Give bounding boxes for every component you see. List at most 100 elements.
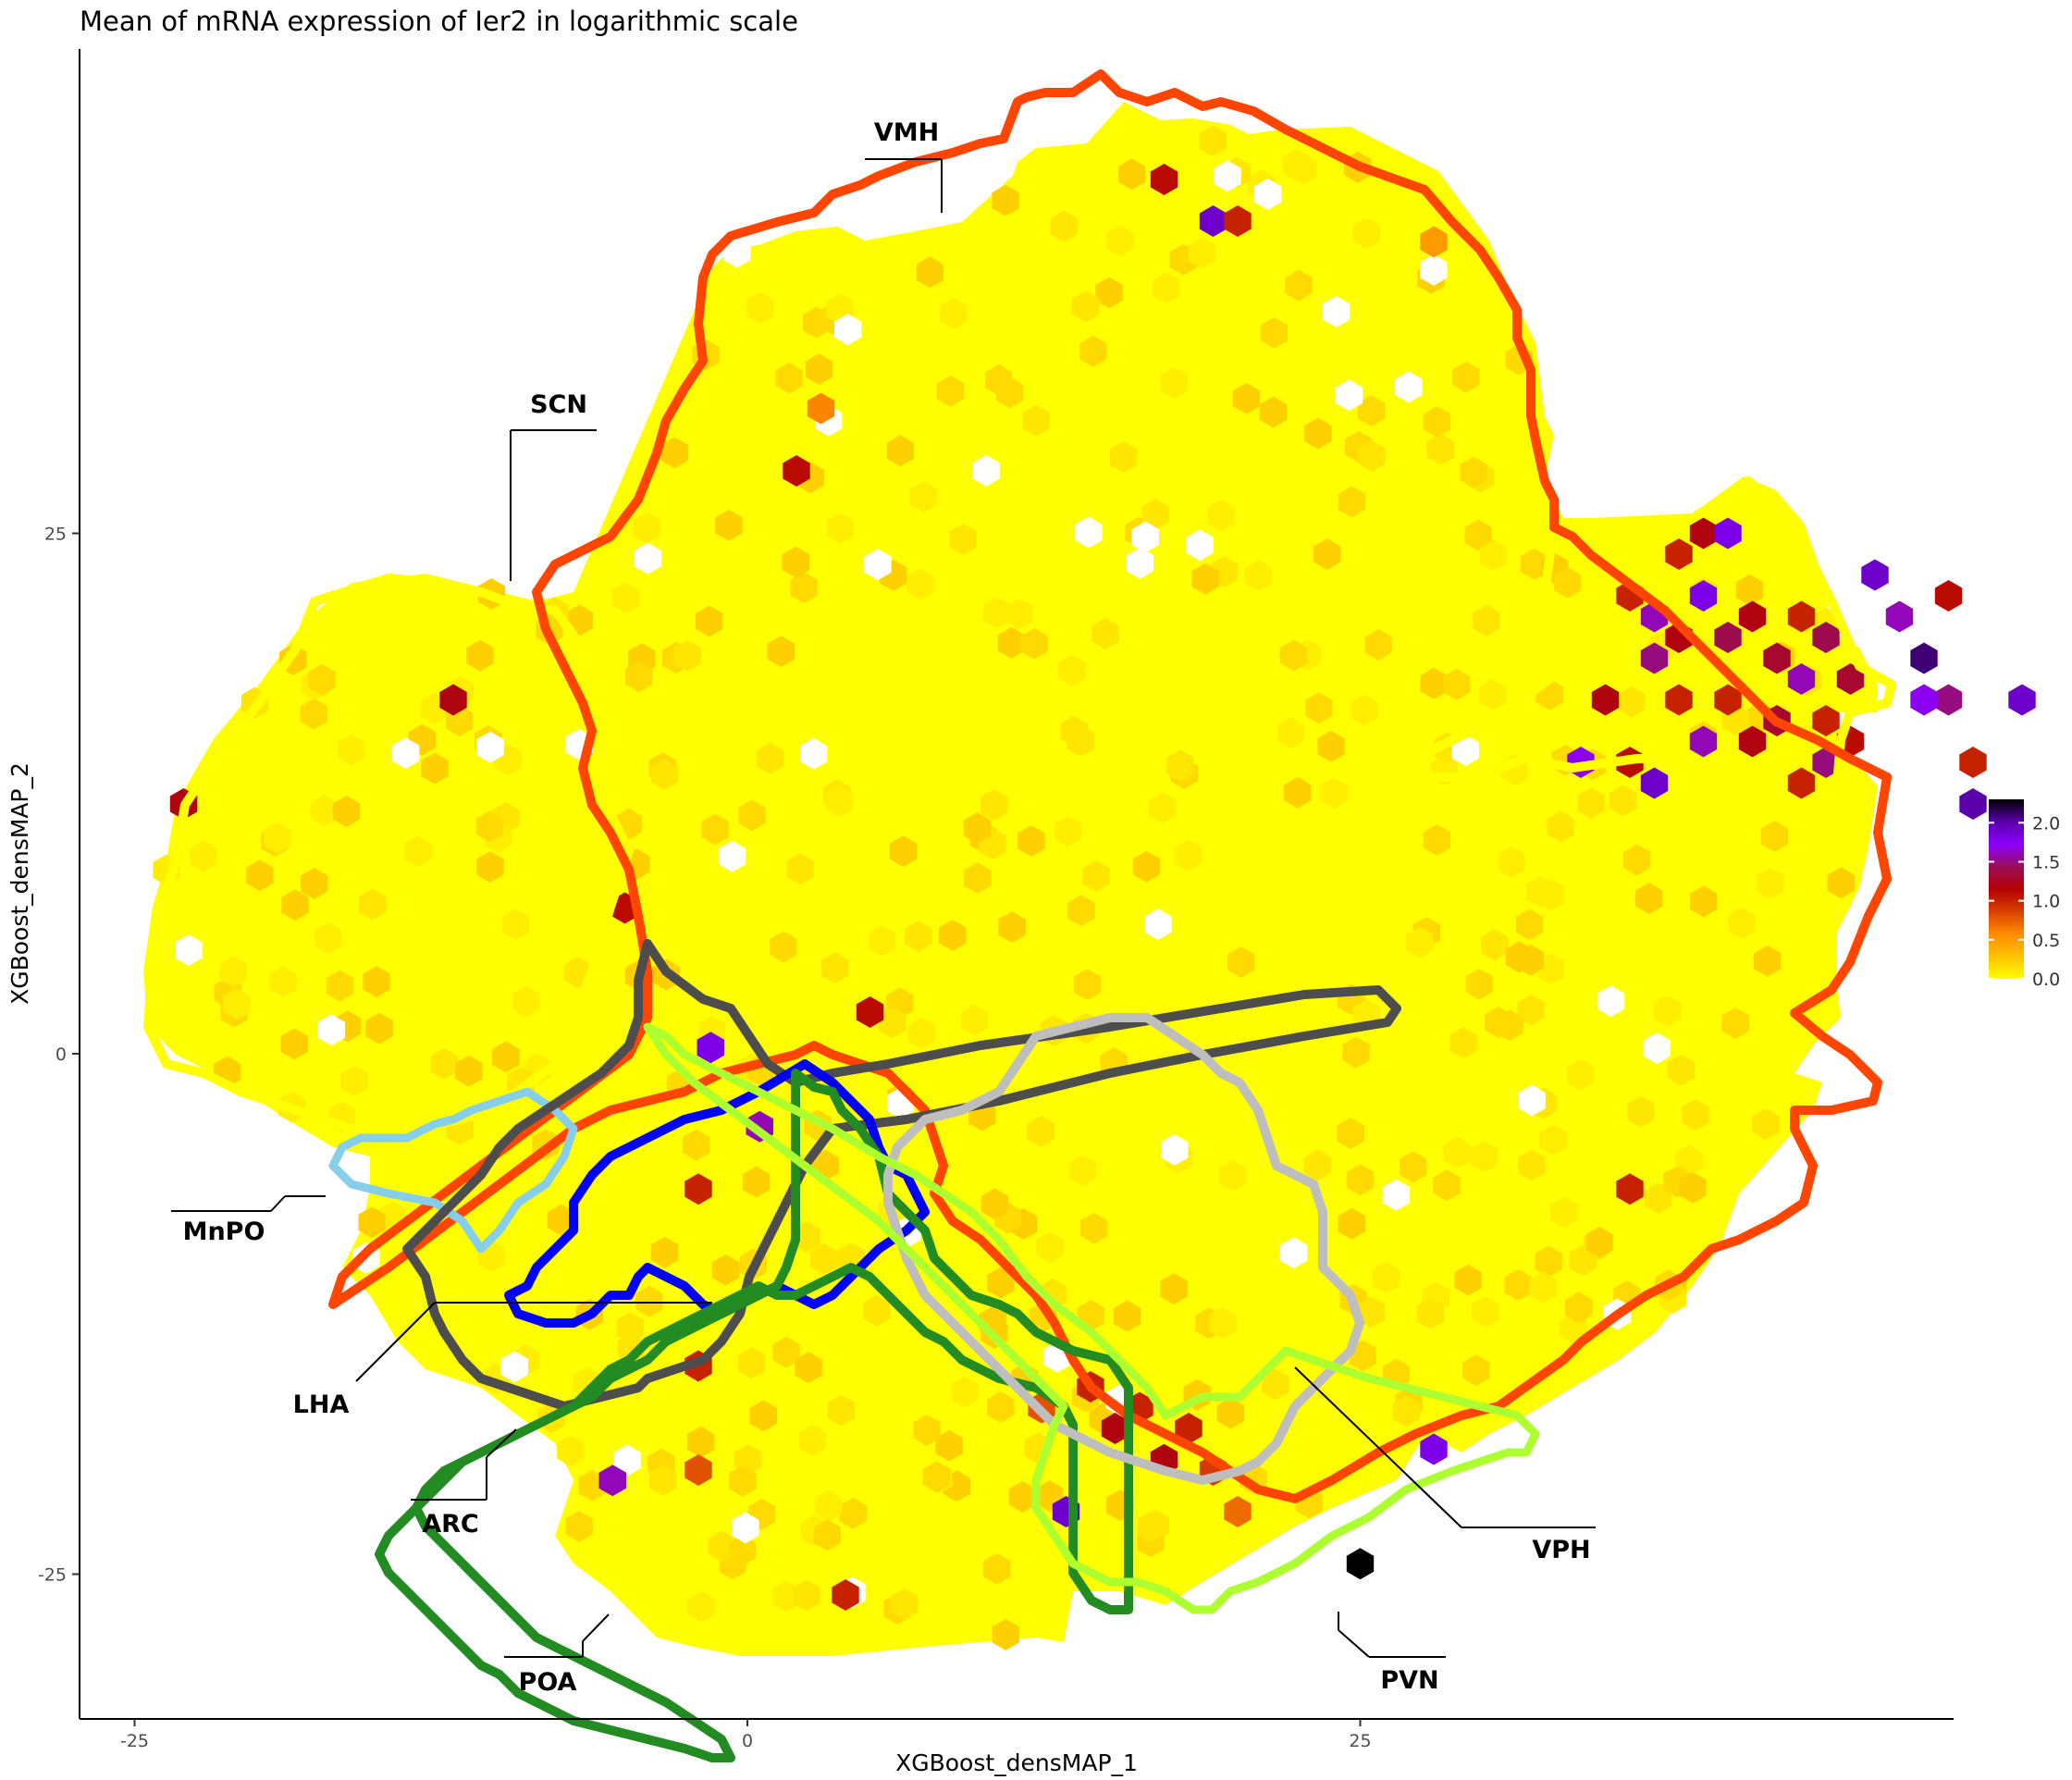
texture-hex	[1216, 1397, 1245, 1429]
empty-hex	[1451, 735, 1479, 767]
texture-hex	[997, 626, 1026, 659]
texture-hex	[1346, 1164, 1375, 1196]
region-label-mnpo: MnPO	[183, 1218, 265, 1246]
texture-hex	[1735, 574, 1764, 606]
texture-hex	[905, 921, 932, 953]
ticks-group: -25 0 25 -25 0 25	[38, 525, 1372, 1752]
region-labels-group: VMH SCN MnPO LHA ARC POA VPH PVN	[183, 118, 1591, 1697]
region-label-pvn: PVN	[1380, 1666, 1438, 1695]
texture-hex	[1232, 382, 1261, 414]
texture-hex	[1667, 1054, 1696, 1086]
hex-bin	[1714, 684, 1742, 716]
texture-hex	[314, 921, 342, 954]
empty-hex	[1131, 521, 1159, 553]
density-area	[143, 102, 1878, 1656]
texture-hex	[1585, 1226, 1613, 1258]
texture-hex	[476, 851, 504, 883]
texture-hex	[1082, 860, 1110, 892]
texture-hex	[1516, 944, 1545, 976]
hex-bin	[2008, 684, 2036, 716]
hex-bin	[1420, 1433, 1448, 1465]
texture-hex	[332, 796, 361, 828]
texture-hex	[1174, 839, 1202, 871]
texture-hex	[1207, 500, 1236, 532]
contour-mnpo	[328, 1087, 578, 1254]
texture-hex	[1337, 1118, 1364, 1149]
texture-hex	[1022, 404, 1050, 437]
empty-hex	[1279, 1237, 1308, 1269]
texture-hex	[1117, 158, 1146, 191]
texture-hex	[701, 813, 729, 846]
y-axis-title: XGBoost_densMAP_2	[6, 762, 33, 1005]
x-tick-label: 25	[1349, 1731, 1371, 1751]
label-leader-line	[1294, 1366, 1462, 1528]
texture-hex	[1465, 968, 1493, 1000]
hex-bin	[1787, 600, 1816, 633]
hex-bin	[1812, 705, 1840, 736]
empty-hex	[1335, 379, 1363, 412]
texture-hex	[1141, 498, 1169, 530]
texture-hex	[907, 1017, 935, 1049]
contour-scn	[1411, 476, 1896, 819]
texture-hex	[492, 1041, 520, 1073]
texture-hex	[1036, 1231, 1064, 1264]
empty-hex	[175, 934, 203, 967]
texture-hex	[738, 799, 766, 832]
label-leader-line	[355, 1302, 436, 1382]
texture-hex	[430, 1047, 458, 1080]
hex-bin	[1689, 517, 1718, 550]
contour-pvn	[643, 1022, 1540, 1614]
colorbar-tick-label: 2.0	[2032, 813, 2060, 834]
texture-hex	[1496, 1009, 1523, 1042]
texture-hex	[826, 513, 855, 545]
texture-hex	[565, 1510, 593, 1542]
hex-bin	[1934, 580, 1963, 612]
texture-hex	[827, 1394, 855, 1427]
texture-hex	[650, 759, 679, 791]
texture-hex	[650, 1236, 679, 1268]
texture-hex	[1188, 237, 1215, 269]
hex-bin	[807, 392, 835, 425]
texture-hex	[466, 639, 494, 672]
texture-hex	[1160, 366, 1188, 399]
texture-hex	[890, 1588, 919, 1620]
texture-hex	[940, 297, 968, 329]
empty-hex	[834, 314, 862, 346]
texture-hex	[219, 956, 247, 988]
texture-hex	[889, 835, 918, 868]
texture-hex	[1539, 1124, 1567, 1156]
texture-hex	[839, 1497, 867, 1529]
texture-hex	[790, 572, 818, 604]
empty-hex	[1253, 179, 1282, 210]
texture-hex	[886, 435, 914, 467]
empty-hex	[1518, 1084, 1546, 1117]
texture-hex	[337, 734, 365, 766]
colorbar-tick-label: 0.0	[2032, 970, 2060, 990]
hex-bin	[1885, 600, 1914, 633]
texture-hex	[1320, 777, 1348, 810]
texture-hex	[1149, 792, 1177, 824]
texture-hex	[814, 1490, 843, 1522]
texture-hex	[821, 952, 849, 984]
texture-hex	[863, 1294, 891, 1327]
hex-bin	[1689, 580, 1718, 612]
empty-hex	[500, 1351, 528, 1383]
hex-bin	[1640, 642, 1669, 674]
texture-hex	[501, 909, 529, 940]
texture-hex	[1106, 225, 1134, 257]
texture-hex	[1350, 694, 1378, 726]
texture-hex	[1132, 850, 1161, 883]
texture-hex	[308, 663, 336, 696]
empty-hex	[864, 549, 892, 581]
texture-hex	[673, 639, 701, 672]
label-leaders-group	[171, 158, 1596, 1658]
hex-bin	[1738, 725, 1767, 758]
texture-hex	[1462, 1354, 1490, 1387]
hex-bin	[1420, 226, 1448, 258]
empty-hex	[317, 1014, 345, 1046]
texture-hex	[1754, 945, 1782, 977]
region-label-scn: SCN	[530, 390, 587, 419]
texture-hex	[1008, 1481, 1036, 1513]
empty-hex	[1144, 909, 1172, 941]
texture-hex	[1460, 456, 1487, 488]
